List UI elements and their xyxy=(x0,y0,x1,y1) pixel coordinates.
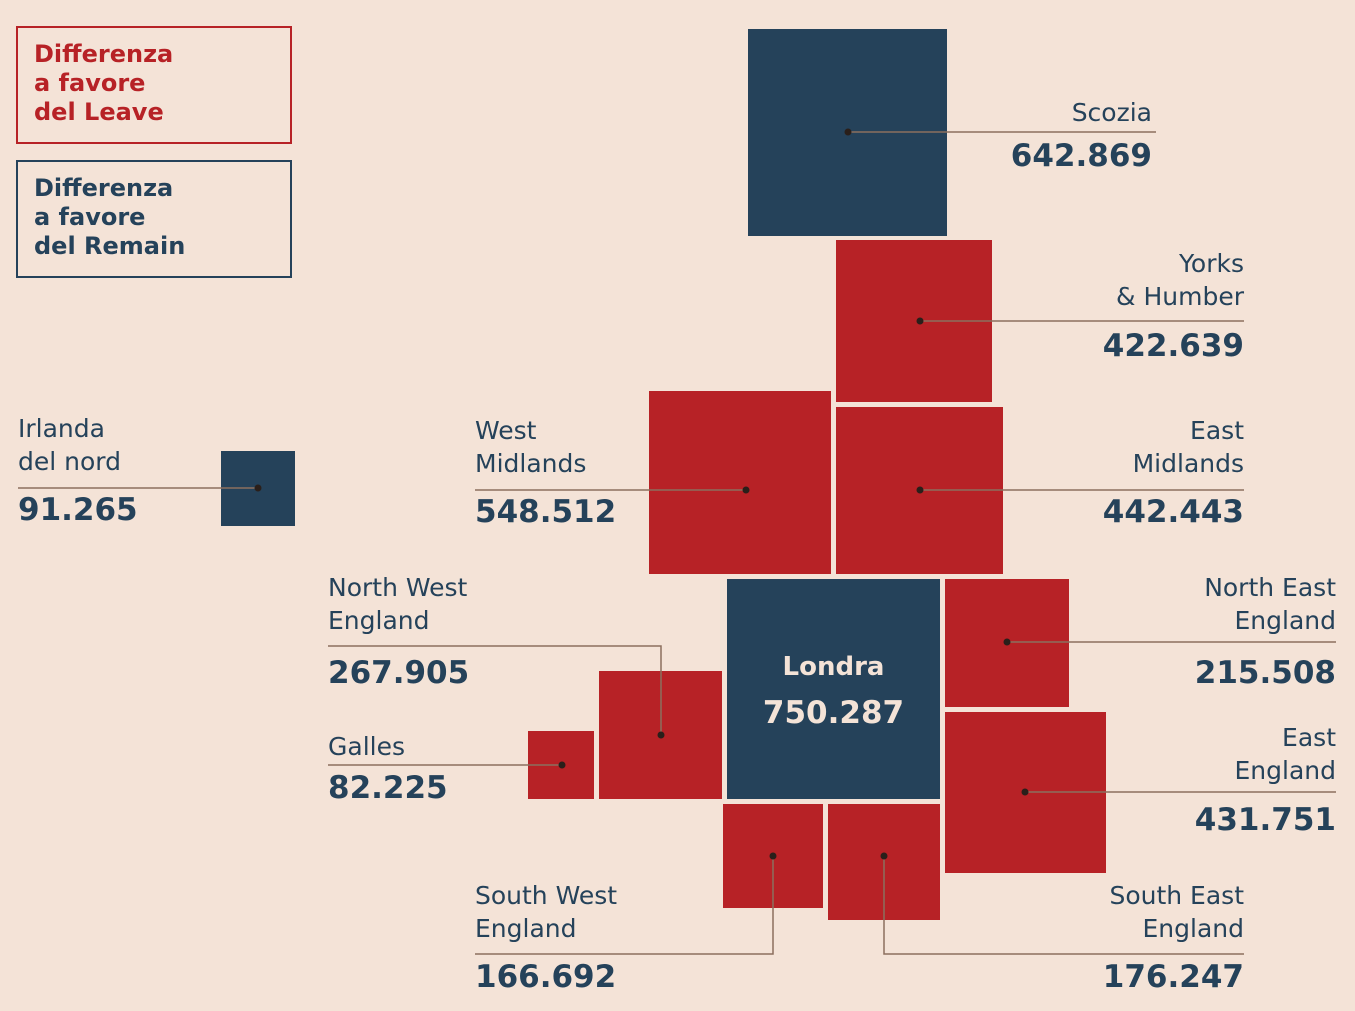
legend-remain-line: Differenza xyxy=(34,174,174,202)
region-label-galles: Galles xyxy=(328,730,405,763)
region-name-line: England xyxy=(1234,606,1337,635)
leader-line-north-west xyxy=(328,645,662,735)
region-name-line: South West xyxy=(475,881,618,910)
legend-leave-line: del Leave xyxy=(34,98,164,126)
region-label-yorks-humber: Yorks & Humber xyxy=(1116,247,1244,313)
region-value-north-east-england: 215.508 xyxy=(1194,655,1336,691)
leader-dot-west-midlands xyxy=(742,486,750,494)
leader-dot-south-west xyxy=(769,852,777,860)
region-value-west-midlands: 548.512 xyxy=(475,494,617,530)
region-label-east-england: East England xyxy=(1235,721,1337,787)
region-label-east-midlands: East Midlands xyxy=(1133,414,1244,480)
region-name-line: & Humber xyxy=(1116,282,1244,311)
region-value-south-west-england: 166.692 xyxy=(475,959,617,995)
region-label-north-west-england: North West England xyxy=(328,571,467,637)
region-square-west-midlands xyxy=(649,391,831,574)
leader-dot-irlanda xyxy=(254,484,262,492)
region-name-line: England xyxy=(1234,756,1337,785)
region-name-line: North West xyxy=(328,573,468,602)
legend-remain-line: del Remain xyxy=(34,232,186,260)
region-name-line: Scozia xyxy=(1071,98,1152,127)
region-value-irlanda-del-nord: 91.265 xyxy=(18,492,138,528)
region-name-line: England xyxy=(1142,914,1245,943)
region-name-line: North East xyxy=(1204,573,1336,602)
region-label-south-east-england: South East England xyxy=(1109,879,1244,945)
region-name-line: Yorks xyxy=(1178,249,1244,278)
region-value-yorks-humber: 422.639 xyxy=(1102,328,1244,364)
region-value-londra: 750.287 xyxy=(762,695,905,731)
leader-dot-south-east xyxy=(880,852,888,860)
region-name-line: del nord xyxy=(18,447,121,476)
region-name-line: South East xyxy=(1109,881,1244,910)
leader-dot-north-west xyxy=(657,731,665,739)
leader-dot-scozia xyxy=(844,128,852,136)
region-name-line: Irlanda xyxy=(18,414,105,443)
region-label-north-east-england: North East England xyxy=(1204,571,1336,637)
region-value-scozia: 642.869 xyxy=(1010,138,1152,174)
region-name-line: East xyxy=(1190,416,1244,445)
legend-remain-line: a favore xyxy=(34,203,146,231)
leader-dot-north-east xyxy=(1003,638,1011,646)
region-name-line: Midlands xyxy=(1132,449,1244,478)
legend-leave: Differenza a favore del Leave xyxy=(16,26,292,144)
region-name-line: England xyxy=(328,606,430,635)
region-label-south-west-england: South West England xyxy=(475,879,617,945)
region-value-east-england: 431.751 xyxy=(1194,802,1336,838)
region-label-west-midlands: West Midlands xyxy=(475,414,586,480)
leader-dot-east-midlands xyxy=(916,486,924,494)
region-name-line: West xyxy=(475,416,537,445)
region-label-scozia: Scozia xyxy=(1072,96,1152,129)
region-value-south-east-england: 176.247 xyxy=(1102,959,1244,995)
leader-line-south-east xyxy=(883,856,1244,955)
leader-line-south-west xyxy=(475,856,774,955)
legend-remain: Differenza a favore del Remain xyxy=(16,160,292,278)
region-name-line: England xyxy=(475,914,577,943)
leader-dot-east-england xyxy=(1021,788,1029,796)
region-value-galles: 82.225 xyxy=(328,770,448,806)
region-label-irlanda-del-nord: Irlanda del nord xyxy=(18,412,121,478)
legend-leave-line: a favore xyxy=(34,69,146,97)
leader-dot-yorks xyxy=(916,317,924,325)
region-square-londra xyxy=(727,579,940,799)
region-name-line: Galles xyxy=(328,732,405,761)
region-label-londra: Londra xyxy=(782,652,885,682)
region-name-line: East xyxy=(1282,723,1336,752)
leader-dot-galles xyxy=(558,761,566,769)
region-name-line: Midlands xyxy=(475,449,587,478)
legend-leave-line: Differenza xyxy=(34,40,174,68)
region-value-east-midlands: 442.443 xyxy=(1102,494,1244,530)
region-value-north-west-england: 267.905 xyxy=(328,655,470,691)
